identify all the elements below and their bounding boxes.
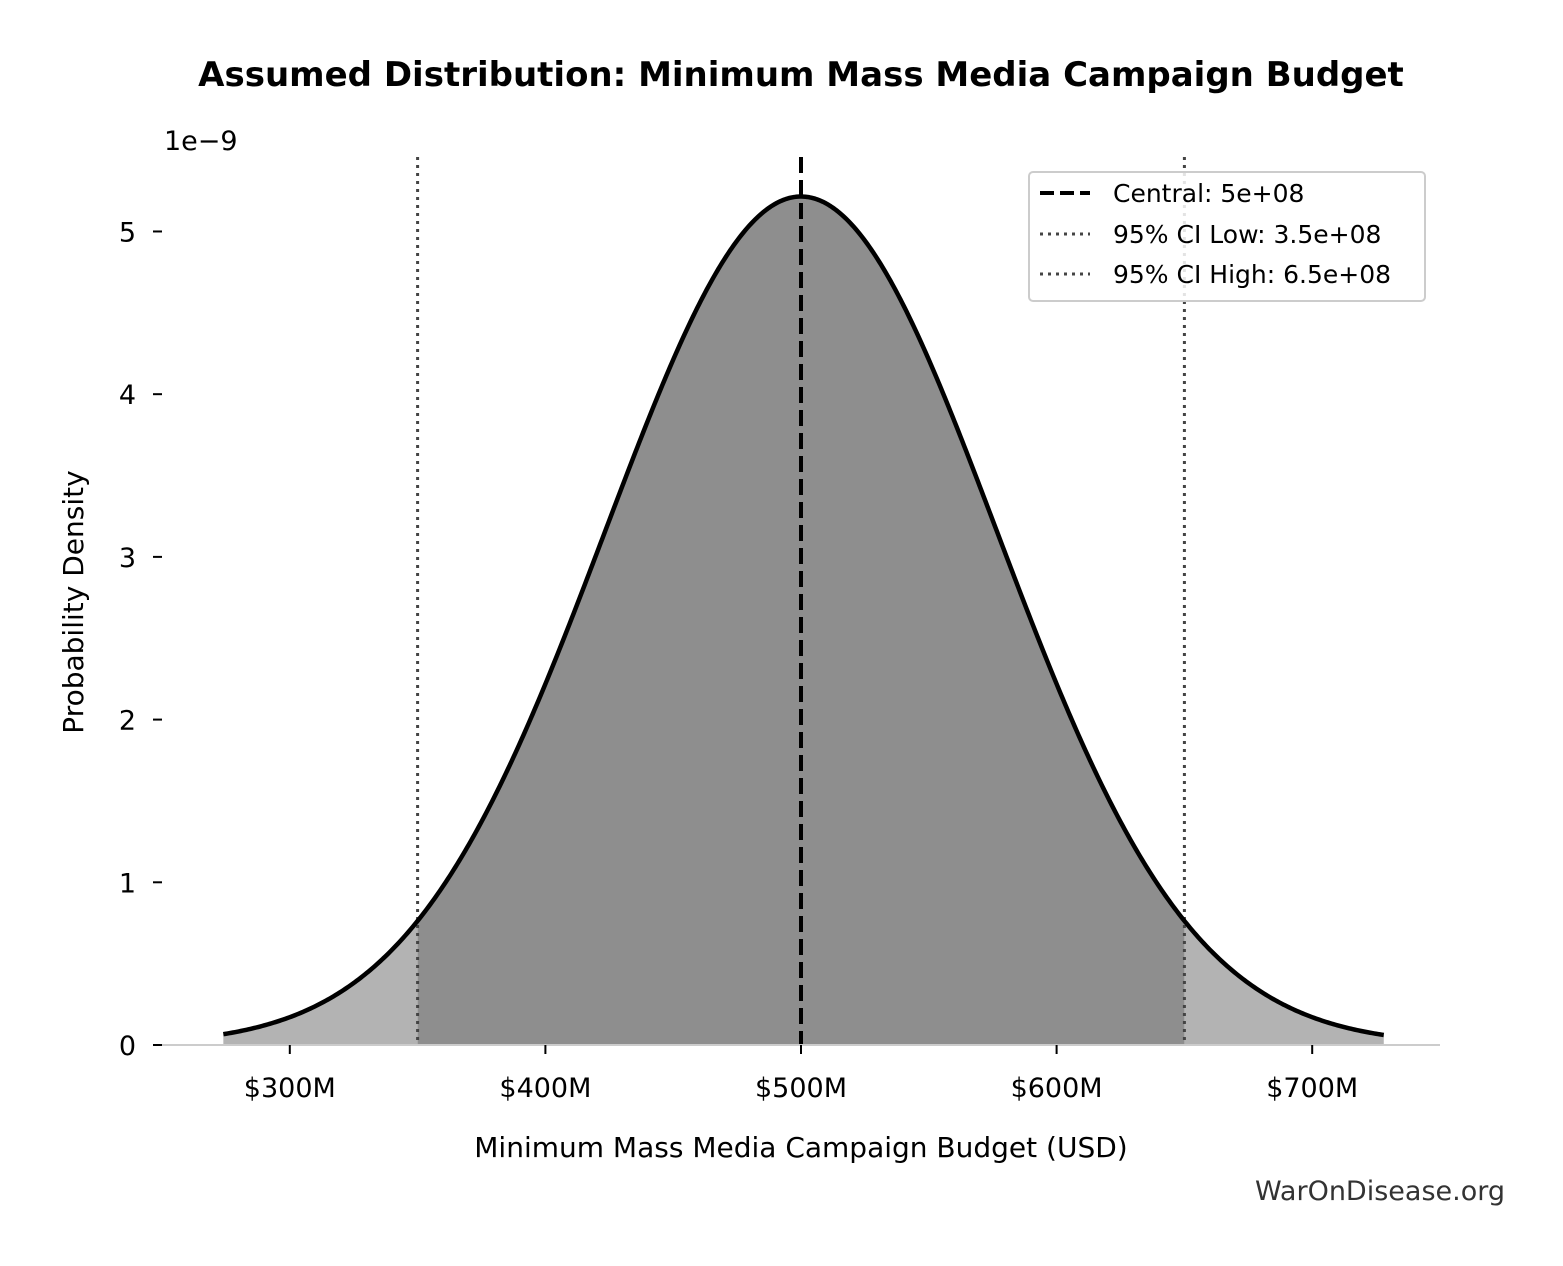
y-tick-label: 1 — [119, 868, 136, 899]
axes: $300M $400M $500M $600M $700M 0 1 2 3 4 5 — [119, 217, 1440, 1104]
legend-label-ci-high: 95% CI High: 6.5e+08 — [1113, 260, 1391, 289]
y-tick-label: 5 — [119, 217, 136, 248]
tail-fill-right — [1184, 920, 1384, 1045]
chart-title: Assumed Distribution: Minimum Mass Media… — [198, 55, 1404, 95]
legend-label-central: Central: 5e+08 — [1113, 179, 1304, 208]
y-tick-label: 4 — [119, 380, 136, 411]
y-axis-label: Probability Density — [57, 470, 90, 733]
tail-fill-left — [223, 920, 418, 1045]
plot-area — [222, 157, 1385, 1045]
y-tick-label: 0 — [119, 1031, 136, 1062]
y-offset-label: 1e−9 — [164, 126, 238, 157]
watermark: WarOnDisease.org — [1255, 1176, 1505, 1207]
x-tick-label: $400M — [499, 1073, 591, 1104]
x-tick-label: $500M — [755, 1073, 847, 1104]
x-tick-label: $700M — [1266, 1073, 1358, 1104]
legend-label-ci-low: 95% CI Low: 3.5e+08 — [1113, 220, 1381, 249]
density-curve — [222, 194, 1385, 1038]
y-tick-label: 2 — [119, 706, 136, 737]
x-tick-label: $300M — [244, 1073, 336, 1104]
legend-box — [1028, 171, 1426, 302]
x-axis-label: Minimum Mass Media Campaign Budget (USD) — [474, 1131, 1127, 1164]
y-tick-label: 3 — [119, 543, 136, 574]
legend: Central: 5e+08 95% CI Low: 3.5e+08 95% C… — [1028, 171, 1426, 302]
x-tick-label: $600M — [1011, 1073, 1103, 1104]
